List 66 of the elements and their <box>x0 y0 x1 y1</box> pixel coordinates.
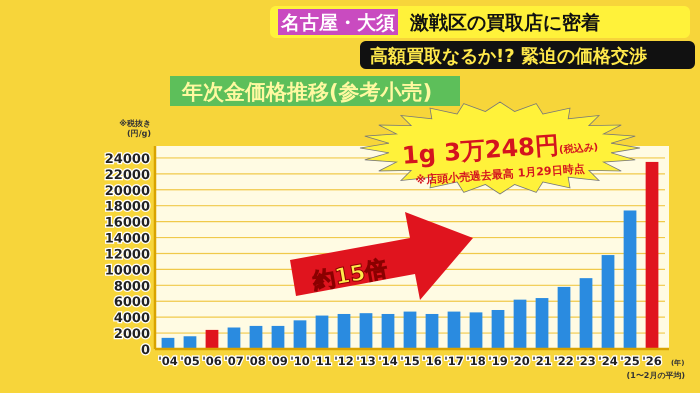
bar <box>294 320 306 349</box>
x-tick-label: '17 <box>444 354 464 368</box>
bar <box>492 310 504 349</box>
y-tick-label: 10000 <box>104 263 150 278</box>
x-tick-label: '20 <box>510 354 530 368</box>
x-tick-label: '06 <box>202 354 222 368</box>
bar <box>382 314 394 349</box>
y-tick-label: 12000 <box>104 247 150 262</box>
x-tick-label: '19 <box>488 354 508 368</box>
text: 激戦区の買取店に密着 <box>409 12 600 34</box>
chart-title: 年次金価格推移(参考小売) <box>181 80 432 104</box>
x-tick-label: '22 <box>554 354 574 368</box>
y-tick-label: 6000 <box>114 295 150 310</box>
bar <box>404 312 416 349</box>
x-tick-label: '18 <box>466 354 486 368</box>
y-tick-label: 18000 <box>104 200 150 215</box>
y-tick-label: 24000 <box>104 152 150 167</box>
bar <box>316 316 328 349</box>
y-tick-label: 14000 <box>104 232 150 247</box>
x-tick-label: '07 <box>224 354 244 368</box>
y-tick-label: 8000 <box>114 279 150 294</box>
bar <box>272 326 284 349</box>
bar <box>448 312 460 349</box>
bar <box>646 162 658 349</box>
text: 名古屋・大須 <box>280 12 395 34</box>
bar <box>206 330 218 349</box>
y-tick-label: 0 <box>140 343 150 358</box>
x-tick-label: '11 <box>312 354 332 368</box>
bar <box>470 312 482 349</box>
x-tick-label: '21 <box>532 354 552 368</box>
x-tick-label: '04 <box>158 354 178 368</box>
x-tick-label: '09 <box>268 354 288 368</box>
x-tick-label: '15 <box>400 354 420 368</box>
y-tick-label: 2000 <box>114 327 150 342</box>
x-tick-label: '23 <box>576 354 596 368</box>
bar <box>228 328 240 349</box>
bar <box>536 298 548 349</box>
x-tick-label: '10 <box>290 354 310 368</box>
y-tick-label: 4000 <box>114 311 150 326</box>
x-tick-label: '25 <box>620 354 640 368</box>
x-tick-label: '24 <box>598 354 618 368</box>
y-tick-label: 20000 <box>104 184 150 199</box>
bar <box>558 286 570 349</box>
bar <box>602 255 614 349</box>
bar <box>426 314 438 349</box>
bar <box>580 278 592 349</box>
bar <box>338 314 350 349</box>
x-tick-label: '13 <box>356 354 376 368</box>
x-tick-label: '12 <box>334 354 354 368</box>
text: (1〜2月の平均) <box>626 371 685 380</box>
bar <box>360 313 372 349</box>
x-tick-label: '08 <box>246 354 266 368</box>
y-tick-label: 16000 <box>104 216 150 231</box>
bar <box>162 338 174 349</box>
x-tick-label: '14 <box>378 354 398 368</box>
x-tick-label: '16 <box>422 354 442 368</box>
text: 高額買取なるか!? 緊迫の価格交渉 <box>370 46 647 67</box>
x-tick-label: '05 <box>180 354 200 368</box>
bar <box>624 210 636 349</box>
y-tick-label: 22000 <box>104 168 150 183</box>
x-tick-label: '26 <box>642 354 662 368</box>
bar <box>514 300 526 349</box>
annotation: 約15倍 <box>310 256 390 294</box>
bar <box>184 336 196 349</box>
y-axis-title: ※税抜き (円/g) <box>119 119 151 138</box>
bar <box>250 326 262 349</box>
